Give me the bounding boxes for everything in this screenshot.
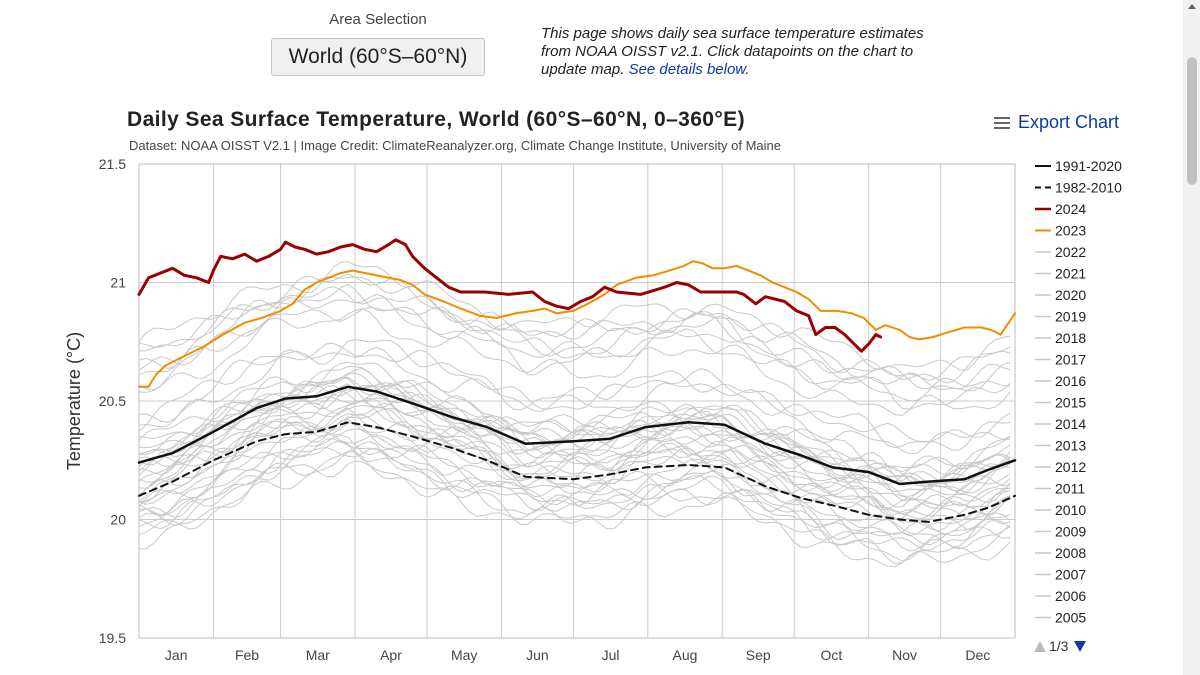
line-year-1985[interactable] (138, 451, 1011, 568)
legend-item-2020[interactable]: 2020 (1055, 287, 1086, 303)
legend-item-2023[interactable]: 2023 (1055, 223, 1086, 239)
legend-item-2016[interactable]: 2016 (1055, 373, 1086, 389)
line-year-1998[interactable] (138, 342, 1011, 451)
line-year-2016[interactable] (138, 286, 1011, 390)
x-tick-label: Feb (235, 647, 259, 663)
y-tick-label: 20 (110, 512, 126, 528)
legend-item-2007[interactable]: 2007 (1055, 567, 1086, 583)
x-tick-label: Jul (602, 647, 620, 663)
legend-item-2009[interactable]: 2009 (1055, 524, 1086, 540)
line-year-1983[interactable] (138, 431, 1011, 537)
line-year-1995[interactable] (138, 397, 1011, 514)
legend-item-2011[interactable]: 2011 (1055, 481, 1085, 497)
export-chart-label: Export Chart (1018, 112, 1120, 132)
plot-frame (138, 163, 1016, 639)
hamburger-menu-icon (994, 114, 1010, 132)
area-selection-label: Area Selection (329, 11, 427, 28)
line-year-1997[interactable] (138, 397, 1011, 506)
scrollbar-thumb[interactable] (1187, 57, 1197, 185)
chart-legend[interactable]: 1991-2020 1982-2010 2024 2023 2022 2021 2020 20… (1034, 158, 1122, 654)
x-tick-label: Apr (380, 647, 402, 663)
legend-item-2006[interactable]: 2006 (1055, 588, 1086, 604)
line-year-2019[interactable] (138, 293, 1011, 402)
intro-description: This page shows daily sea surface temper… (541, 25, 924, 78)
intro-text: This page shows daily sea surface temper… (541, 25, 941, 79)
x-tick-label: Nov (892, 647, 917, 663)
line-year-2006[interactable] (138, 380, 1011, 485)
line-year-1984[interactable] (138, 440, 1011, 551)
line-year-2014[interactable] (138, 339, 1011, 449)
chart-grid (138, 163, 1016, 639)
line-year-2018[interactable] (138, 308, 1011, 416)
page-scrollbar[interactable] (1183, 0, 1200, 675)
line-1982-2010[interactable] (138, 421, 1016, 523)
legend-item-2013[interactable]: 2013 (1055, 438, 1086, 454)
x-tick-label: May (451, 647, 477, 663)
legend-item-2015[interactable]: 2015 (1055, 395, 1086, 411)
line-year-2001[interactable] (138, 393, 1011, 500)
line-year-2015[interactable] (138, 306, 1011, 410)
legend-pager-text: 1/3 (1049, 638, 1069, 654)
legend-item-2017[interactable]: 2017 (1055, 352, 1086, 368)
legend-item-2019[interactable]: 2019 (1055, 309, 1086, 325)
x-tick-label: Dec (965, 647, 990, 663)
x-tick-label: Sep (746, 647, 771, 663)
legend-item-2010[interactable]: 2010 (1055, 502, 1086, 518)
x-tick-label: Jun (526, 647, 549, 663)
chart-subtitle: Dataset: NOAA OISST V2.1 | Image Credit:… (129, 138, 781, 153)
legend-item-2014[interactable]: 2014 (1055, 416, 1086, 432)
line-year-1987[interactable] (138, 402, 1011, 519)
x-tick-label: Mar (306, 647, 330, 663)
line-year-1994[interactable] (138, 422, 1011, 536)
export-chart-button[interactable]: Export Chart (994, 112, 1119, 133)
x-tick-label: Aug (673, 647, 698, 663)
x-tick-label: Jan (165, 647, 188, 663)
line-year-1992[interactable] (138, 446, 1011, 552)
line-year-2008[interactable] (138, 383, 1011, 494)
legend-item-2008[interactable]: 2008 (1055, 545, 1086, 561)
line-year-2020[interactable] (138, 273, 1011, 381)
line-year-1991[interactable] (138, 413, 1011, 520)
legend-item-2024[interactable]: 2024 (1055, 201, 1086, 217)
line-year-2002[interactable] (138, 377, 1011, 488)
line-year-2021[interactable] (138, 276, 1011, 384)
x-tick-label: Oct (821, 647, 843, 663)
area-selection-dropdown[interactable]: World (60°S–60°N) (271, 38, 485, 76)
scroll-up-arrow-icon[interactable] (1188, 4, 1196, 9)
y-tick-label: 19.5 (99, 630, 126, 646)
y-tick-label: 21 (110, 275, 126, 291)
legend-item-2012[interactable]: 2012 (1055, 459, 1086, 475)
see-details-link[interactable]: See details below. (628, 61, 750, 78)
line-year-1993[interactable] (138, 434, 1011, 546)
background-year-lines[interactable] (138, 260, 1011, 568)
chart-title: Daily Sea Surface Temperature, World (60… (127, 108, 745, 131)
legend-prev-arrow-icon[interactable] (1034, 641, 1046, 652)
line-year-1989[interactable] (138, 438, 1011, 548)
y-tick-label: 21.5 (99, 156, 126, 172)
legend-next-arrow-icon[interactable] (1074, 641, 1086, 652)
line-year-2011[interactable] (138, 376, 1011, 486)
line-year-1982[interactable] (138, 460, 1011, 565)
highlighted-series-lines[interactable] (137, 238, 1017, 523)
line-year-2010[interactable] (138, 346, 1011, 455)
legend-item-2005[interactable]: 2005 (1055, 610, 1086, 626)
y-tick-label: 20.5 (99, 393, 126, 409)
line-year-2022[interactable] (138, 260, 1011, 371)
line-1991-2020[interactable] (137, 385, 1017, 486)
legend-item-2022[interactable]: 2022 (1055, 244, 1086, 260)
legend-item-2018[interactable]: 2018 (1055, 330, 1086, 346)
chart-axes: 19.5 20 20.5 21 21.5 Temperature (°C) Jan Feb Ma… (64, 156, 990, 663)
y-axis-label: Temperature (°C) (64, 332, 84, 470)
legend-item-1982-2010[interactable]: 1982-2010 (1055, 180, 1122, 196)
legend-item-1991-2020[interactable]: 1991-2020 (1055, 158, 1122, 174)
legend-item-2021[interactable]: 2021 (1055, 266, 1086, 282)
line-2024[interactable] (137, 238, 883, 353)
